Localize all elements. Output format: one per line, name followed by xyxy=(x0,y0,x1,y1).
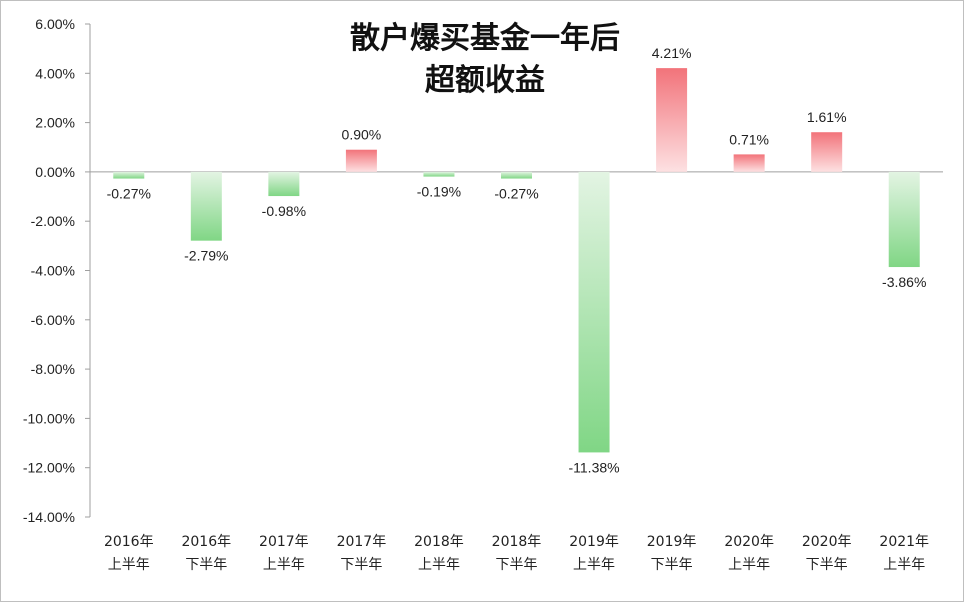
y-tick-label: -8.00% xyxy=(31,361,75,377)
bar xyxy=(190,171,222,241)
y-tick-label: -2.00% xyxy=(31,213,75,229)
category-label-half: 上半年 xyxy=(883,557,925,573)
category-label-year: 2017年 xyxy=(337,534,387,550)
category-label-year: 2018年 xyxy=(492,534,542,550)
category-label-year: 2021年 xyxy=(879,534,929,550)
y-tick-label: -12.00% xyxy=(23,460,75,476)
bar xyxy=(733,154,765,172)
y-axis: 6.00% 4.00% 2.00% 0.00% -2.00% -4.00% -6.00% -8… xyxy=(23,16,91,525)
category-label-half: 下半年 xyxy=(340,557,382,573)
category-label-half: 上半年 xyxy=(263,557,305,573)
category-label-half: 上半年 xyxy=(108,557,150,573)
y-tick-label: -10.00% xyxy=(23,410,75,426)
data-label: 1.61% xyxy=(807,109,847,125)
category-label-half: 上半年 xyxy=(418,557,460,573)
bar xyxy=(501,171,532,179)
y-tick-label: 6.00% xyxy=(35,16,75,32)
category-label-half: 下半年 xyxy=(496,557,538,573)
category-label-year: 2016年 xyxy=(104,534,154,550)
chart-title-line-2: 超额收益 xyxy=(425,63,545,98)
data-label: -0.98% xyxy=(262,203,306,219)
category-label-year: 2016年 xyxy=(181,534,231,550)
bar xyxy=(345,149,377,172)
y-tick-label: -4.00% xyxy=(31,263,75,279)
category-label-year: 2017年 xyxy=(259,534,309,550)
chart-title: 散户爆买基金一年后 超额收益 xyxy=(300,18,670,102)
category-label-year: 2019年 xyxy=(569,534,619,550)
category-label-year: 2020年 xyxy=(802,534,852,550)
data-labels: -0.27% -2.79% -0.98% 0.90% -0.19% -0.27% -11.3… xyxy=(107,45,927,475)
category-label-year: 2018年 xyxy=(414,534,464,550)
category-label-half: 下半年 xyxy=(806,557,848,573)
chart-title-line-1: 散户爆买基金一年后 xyxy=(350,21,620,56)
data-label: -0.27% xyxy=(107,186,151,202)
data-label: -11.38% xyxy=(568,459,619,475)
category-label-half: 上半年 xyxy=(573,557,615,573)
bar xyxy=(268,171,300,197)
category-label-half: 下半年 xyxy=(185,557,227,573)
bar-series xyxy=(113,68,920,453)
data-label: -0.19% xyxy=(417,184,461,200)
bar xyxy=(811,132,843,172)
data-label: 0.90% xyxy=(342,127,382,143)
data-label: 4.21% xyxy=(652,45,692,61)
data-label: -3.86% xyxy=(882,274,926,290)
y-tick-label: -6.00% xyxy=(31,312,75,328)
y-tick-label: 4.00% xyxy=(35,65,75,81)
bar xyxy=(113,171,145,179)
category-label-half: 下半年 xyxy=(651,557,693,573)
data-label: -2.79% xyxy=(184,248,228,264)
data-label: 0.71% xyxy=(729,131,769,147)
data-label: -0.27% xyxy=(494,186,538,202)
bar xyxy=(578,171,610,453)
y-tick-label: -14.00% xyxy=(23,509,75,525)
category-label-half: 上半年 xyxy=(728,557,770,573)
bar xyxy=(423,171,455,177)
bar xyxy=(656,68,688,172)
y-tick-label: 0.00% xyxy=(35,164,75,180)
category-label-year: 2020年 xyxy=(724,534,774,550)
y-tick-label: 2.00% xyxy=(35,115,75,131)
category-label-year: 2019年 xyxy=(647,534,697,550)
bar xyxy=(888,171,920,268)
